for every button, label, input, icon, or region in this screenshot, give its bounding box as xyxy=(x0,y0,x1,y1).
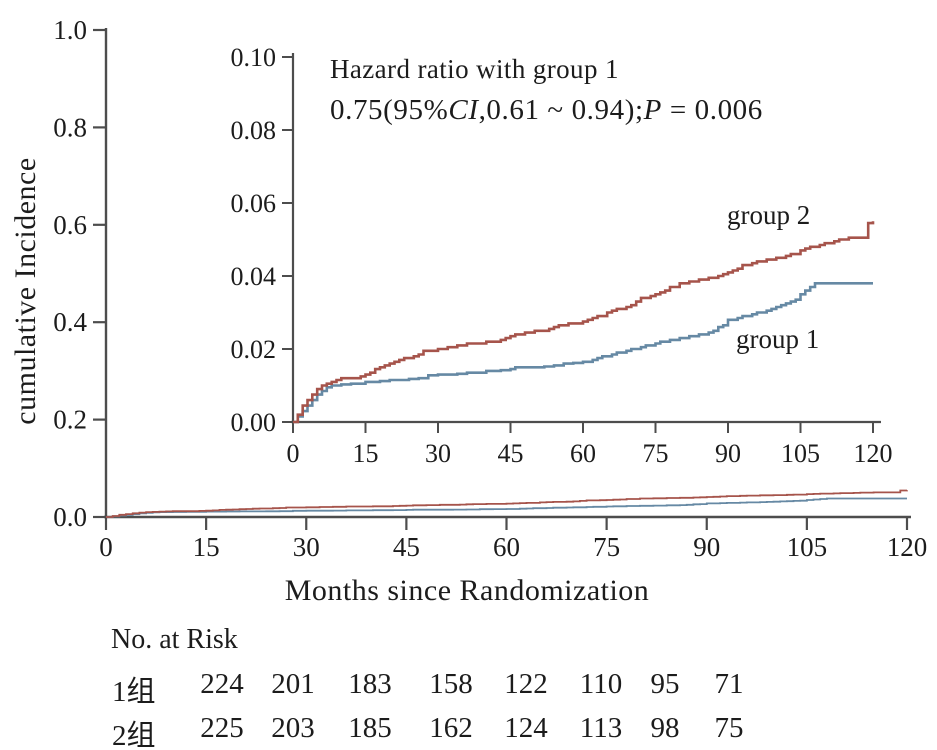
main-x-tick-label: 90 xyxy=(693,532,720,562)
main-y-tick-label: 0.0 xyxy=(53,502,87,532)
risk-count: 185 xyxy=(348,712,392,744)
main-x-tick-label: 0 xyxy=(99,532,113,562)
group1-curve-label: group 1 xyxy=(736,324,820,354)
risk-count: 183 xyxy=(348,668,392,700)
inset-x-tick-label: 105 xyxy=(781,439,820,468)
risk-count: 122 xyxy=(504,668,548,700)
annotation-p-label: P xyxy=(643,94,662,126)
risk-count: 113 xyxy=(579,712,623,744)
main-y-tick-label: 1.0 xyxy=(53,15,87,45)
annotation-hr-value: 0.75(95% xyxy=(330,94,449,126)
inset-y-tick-label: 0.08 xyxy=(231,116,277,145)
main-y-tick-label: 0.8 xyxy=(53,112,87,142)
risk-count: 201 xyxy=(271,668,315,700)
main-y-tick-label: 0.4 xyxy=(53,307,87,337)
risk-count: 225 xyxy=(200,712,244,744)
annotation-ci-label: CI xyxy=(448,94,479,126)
main-x-tick-label: 60 xyxy=(493,532,520,562)
risk-count: 224 xyxy=(200,668,244,700)
risk-count: 124 xyxy=(504,712,548,744)
main-y-tick-label: 0.2 xyxy=(53,405,87,435)
risk-count: 75 xyxy=(714,712,744,744)
risk-count: 95 xyxy=(650,668,680,700)
y-axis-title: cumulative Incidence xyxy=(9,157,42,425)
main-x-tick-label: 45 xyxy=(393,532,420,562)
inset-x-tick-label: 45 xyxy=(497,439,523,468)
risk-table-title: No. at Risk xyxy=(111,624,238,655)
risk-row-label: 2组 xyxy=(112,720,156,750)
risk-row-label: 1组 xyxy=(112,676,156,708)
risk-count: 110 xyxy=(579,668,623,700)
risk-table-row-group1: 1组 224 201 183 158 122 110 95 71 xyxy=(0,668,937,708)
inset-curve-group-1 xyxy=(293,282,873,424)
risk-count: 71 xyxy=(714,668,744,700)
risk-count: 203 xyxy=(271,712,315,744)
inset-y-tick-label: 0.06 xyxy=(231,189,277,218)
annotation-p-value: = 0.006 xyxy=(661,94,763,126)
risk-table-row-group2: 2组 225 203 185 162 124 113 98 75 xyxy=(0,712,937,750)
main-y-tick-label: 0.6 xyxy=(53,210,87,240)
risk-count: 158 xyxy=(429,668,473,700)
inset-y-tick-label: 0.02 xyxy=(231,335,277,364)
inset-x-tick-label: 30 xyxy=(425,439,451,468)
main-x-tick-label: 15 xyxy=(193,532,220,562)
hazard-ratio-annotation: Hazard ratio with group 1 0.75(95%CI,0.6… xyxy=(330,54,763,127)
main-x-tick-label: 105 xyxy=(787,532,828,562)
risk-count: 162 xyxy=(429,712,473,744)
main-x-tick-label: 75 xyxy=(593,532,620,562)
inset-x-tick-label: 0 xyxy=(287,439,300,468)
main-x-tick-label: 120 xyxy=(887,532,928,562)
x-axis-title: Months since Randomization xyxy=(284,574,650,607)
main-x-tick-label: 30 xyxy=(293,532,320,562)
group2-curve-label: group 2 xyxy=(727,200,811,230)
risk-count: 98 xyxy=(650,712,680,744)
inset-x-tick-label: 15 xyxy=(352,439,378,468)
inset-x-tick-label: 90 xyxy=(715,439,741,468)
inset-curve-group-2 xyxy=(293,221,875,424)
annotation-ci-range: ,0.61 ~ 0.94); xyxy=(478,94,644,126)
inset-y-tick-label: 0.04 xyxy=(231,262,277,291)
annotation-line2: 0.75(95%CI,0.61 ~ 0.94);P = 0.006 xyxy=(330,94,763,127)
inset-x-tick-label: 75 xyxy=(642,439,668,468)
main-curve-group-2 xyxy=(106,489,908,518)
inset-y-tick-label: 0.00 xyxy=(231,408,277,437)
inset-x-tick-label: 60 xyxy=(570,439,596,468)
cumulative-incidence-chart: 0.0 0.2 0.4 0.6 0.8 1.0 0 15 30 45 60 75 90 105 120 0.0… xyxy=(53,15,928,562)
main-curve-group-1 xyxy=(106,497,907,518)
annotation-line1: Hazard ratio with group 1 xyxy=(330,54,619,84)
inset-y-tick-label: 0.10 xyxy=(231,43,277,72)
inset-x-tick-label: 120 xyxy=(853,439,892,468)
